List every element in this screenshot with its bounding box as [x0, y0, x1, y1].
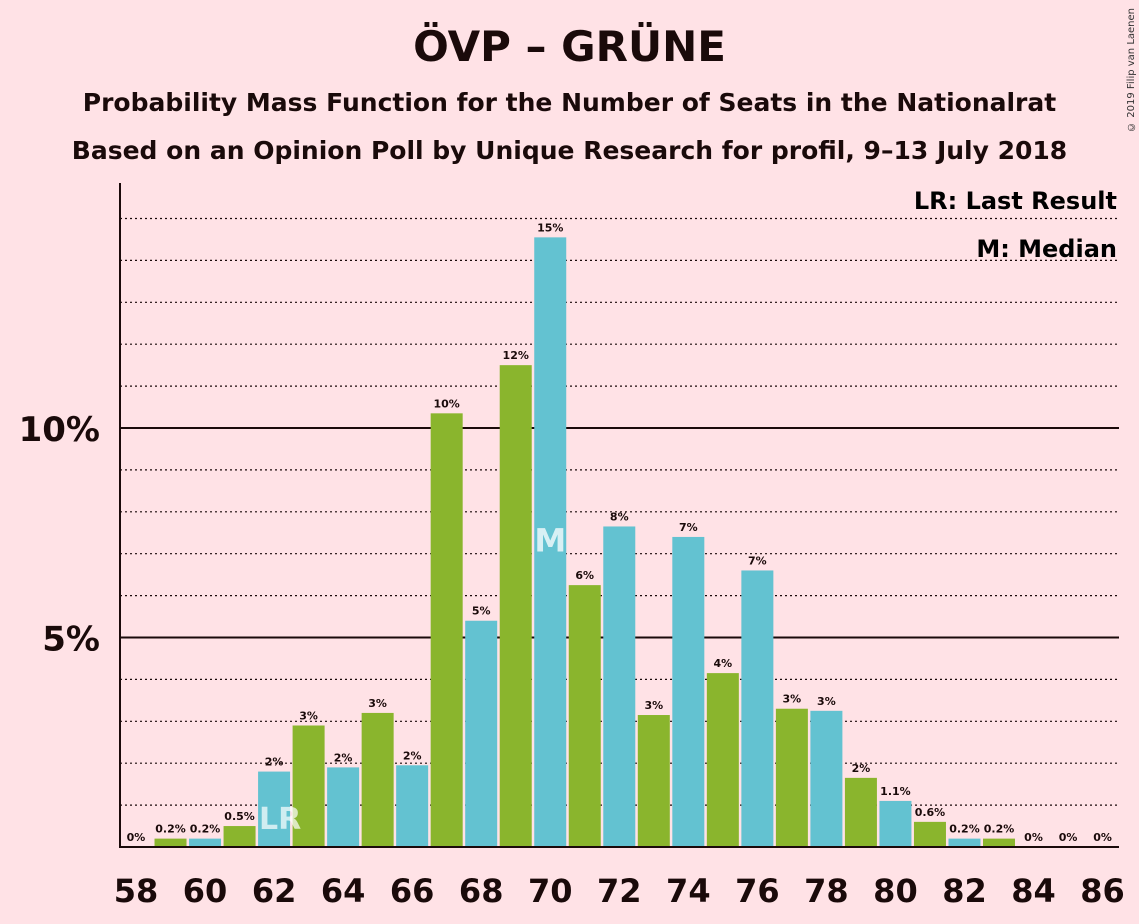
- bar-label-seat-63: 3%: [299, 709, 318, 722]
- x-tick-label: 66: [390, 872, 435, 910]
- grid-lines: [120, 217, 1119, 806]
- bar-label-seat-68: 5%: [472, 605, 491, 618]
- x-tick-label: 72: [597, 872, 642, 910]
- bar-seat-75: [706, 673, 739, 847]
- bar-label-seat-81: 0.6%: [915, 806, 946, 819]
- chart-subtitle: Probability Mass Function for the Number…: [82, 88, 1057, 117]
- chart-title: ÖVP – GRÜNE: [413, 22, 726, 71]
- legend-last-result: LR: Last Result: [914, 187, 1117, 215]
- bar-seat-71: [568, 585, 601, 847]
- bar-label-seat-83: 0.2%: [984, 823, 1015, 836]
- bar-label-seat-58: 0%: [127, 831, 146, 844]
- bar-seat-77: [775, 708, 808, 847]
- bar-label-seat-79: 2%: [852, 762, 871, 775]
- bar-seat-82: [948, 838, 981, 847]
- bars: [154, 237, 1015, 848]
- bar-seat-64: [327, 767, 360, 847]
- bar-label-seat-74: 7%: [679, 521, 698, 534]
- bar-seat-74: [672, 536, 705, 847]
- bar-label-seat-76: 7%: [748, 554, 767, 567]
- x-tick-label: 78: [804, 872, 849, 910]
- bar-label-seat-61: 0.5%: [224, 810, 255, 823]
- bar-seat-72: [603, 526, 636, 847]
- x-tick-label: 86: [1080, 872, 1125, 910]
- bar-label-seat-84: 0%: [1024, 831, 1043, 844]
- bar-seat-63: [292, 725, 325, 847]
- x-tick-label: 74: [666, 872, 711, 910]
- bar-label-seat-77: 3%: [783, 693, 802, 706]
- last-result-marker: LR: [259, 802, 301, 837]
- bar-seat-68: [465, 620, 498, 847]
- bar-label-seat-65: 3%: [368, 697, 387, 710]
- bar-seat-66: [396, 765, 429, 847]
- bar-seat-83: [983, 838, 1015, 847]
- chart-subtitle-poll: Based on an Opinion Poll by Unique Resea…: [71, 136, 1068, 165]
- legend-median: M: Median: [976, 235, 1117, 263]
- bar-label-seat-70: 15%: [537, 221, 563, 234]
- x-tick-label: 64: [321, 872, 366, 910]
- legend: LR: Last Result M: Median: [914, 187, 1117, 263]
- bar-seat-61: [223, 826, 256, 847]
- y-tick-label: 5%: [42, 620, 100, 660]
- x-tick-label: 76: [735, 872, 780, 910]
- bar-seat-78: [810, 710, 843, 847]
- bar-labels: 0%0.2% 0.2%0.5%2%3%2%3%2%10%5%12%15%6%8%3…: [127, 221, 1112, 844]
- median-marker: M: [534, 522, 566, 560]
- bar-seat-73: [637, 715, 670, 847]
- y-tick-label: 10%: [19, 410, 100, 450]
- bar-label-seat-73: 3%: [644, 699, 663, 712]
- bar-seat-70: [534, 237, 567, 848]
- bar-seat-80: [879, 800, 912, 847]
- bar-label-seat-85: 0%: [1059, 831, 1078, 844]
- bar-seat-59: [154, 838, 187, 847]
- x-tick-label: 58: [114, 872, 159, 910]
- bar-seat-76: [741, 570, 774, 847]
- x-tick-label: 60: [183, 872, 228, 910]
- bar-label-seat-71: 6%: [575, 569, 594, 582]
- bar-label-seat-62: 2%: [265, 756, 284, 769]
- bar-label-seat-60: 0.2%: [190, 823, 221, 836]
- bar-label-seat-82: 0.2%: [949, 823, 980, 836]
- bar-label-seat-78: 3%: [817, 695, 836, 708]
- x-tick-label: 62: [252, 872, 297, 910]
- bar-seat-65: [361, 712, 394, 847]
- axes: 5% 10% 58 60 62 64 66 68 70 72 74 76 78 80 82 84 86: [19, 183, 1125, 910]
- bar-seat-62: [258, 771, 291, 847]
- bar-label-seat-64: 2%: [334, 751, 353, 764]
- x-tick-label: 82: [942, 872, 987, 910]
- bar-seat-67: [430, 413, 463, 847]
- bar-seat-79: [844, 777, 877, 847]
- bar-seat-69: [499, 365, 532, 847]
- x-tick-label: 84: [1011, 872, 1056, 910]
- bar-seat-81: [913, 821, 946, 847]
- bar-label-seat-59: 0.2%: [155, 823, 186, 836]
- markers: LR M: [259, 522, 566, 837]
- bar-label-seat-67: 10%: [434, 397, 460, 410]
- bar-label-seat-66: 2%: [403, 749, 422, 762]
- x-tick-label: 80: [873, 872, 918, 910]
- bar-seat-60: [189, 838, 222, 847]
- bar-label-seat-69: 12%: [503, 349, 529, 362]
- bar-label-seat-75: 4%: [713, 657, 732, 670]
- x-tick-label: 70: [528, 872, 573, 910]
- bar-label-seat-80: 1.1%: [880, 785, 911, 798]
- x-tick-label: 68: [459, 872, 504, 910]
- bar-label-seat-72: 8%: [610, 510, 629, 523]
- bar-label-seat-86: 0%: [1093, 831, 1112, 844]
